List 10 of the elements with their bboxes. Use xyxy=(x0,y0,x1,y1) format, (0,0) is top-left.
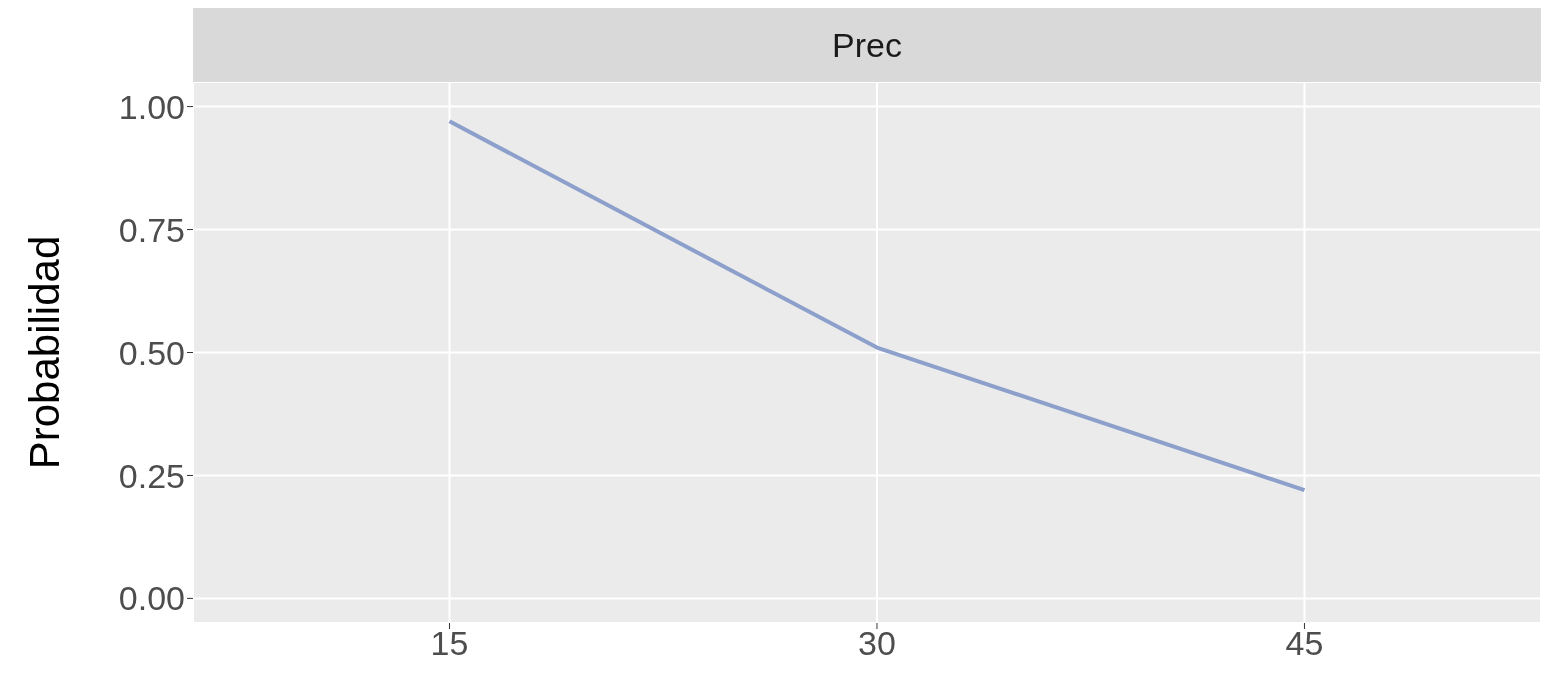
y-tick-label: 1.00 xyxy=(118,87,185,126)
y-axis-title: Probabilidad xyxy=(20,235,68,470)
y-tick-label: 0.00 xyxy=(118,579,185,618)
y-tick-label: 0.25 xyxy=(118,456,185,495)
y-tick-label: 0.75 xyxy=(118,210,185,249)
x-tick-label: 45 xyxy=(1285,624,1324,663)
x-tick-label: 30 xyxy=(858,624,896,663)
x-tick-label: 15 xyxy=(430,624,469,663)
chart-title: Prec xyxy=(832,25,902,65)
y-tick-label: 0.50 xyxy=(118,333,185,372)
